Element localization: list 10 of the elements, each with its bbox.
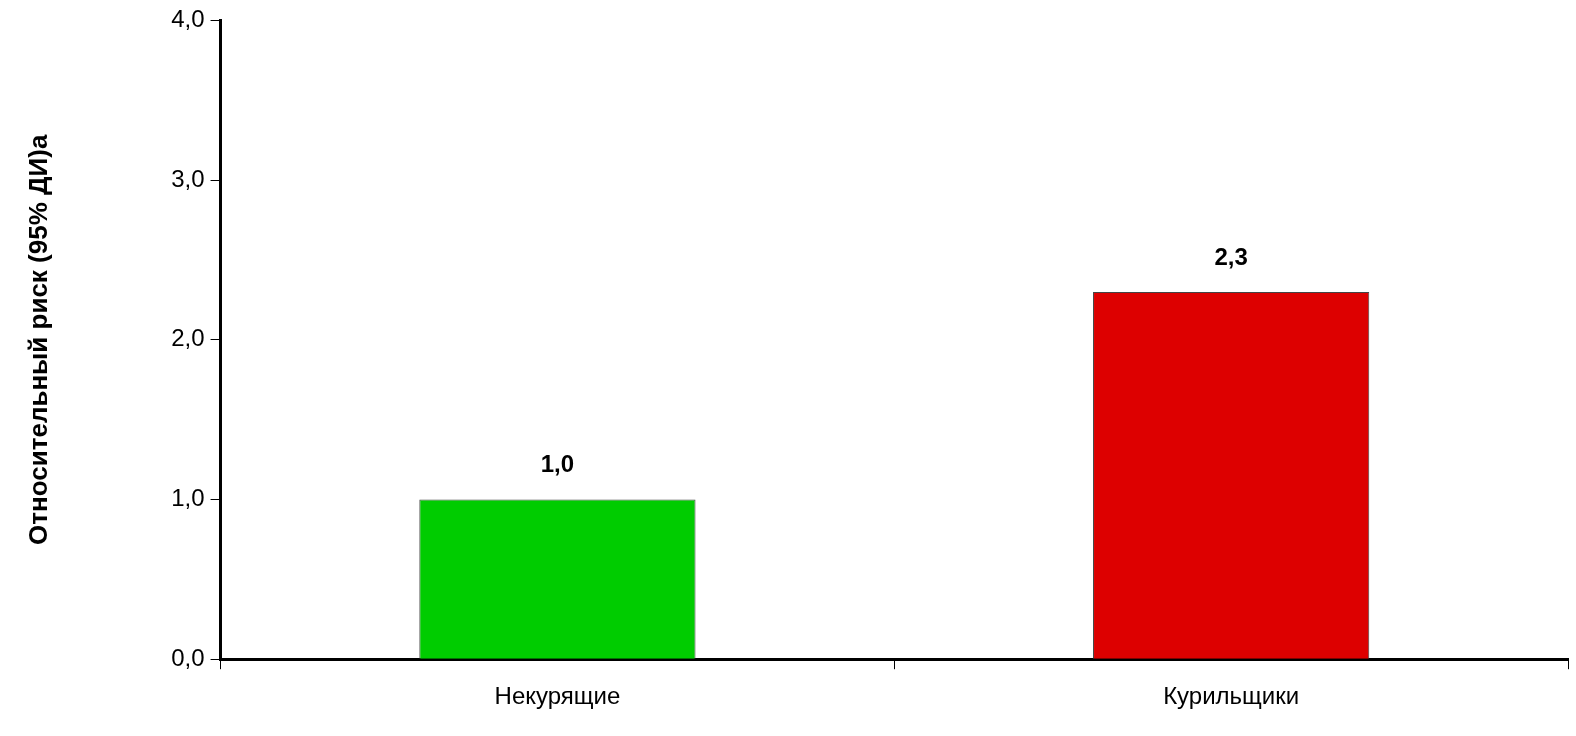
data-label: 2,3 (1214, 242, 1248, 270)
y-tick-label: 0,0 (171, 643, 205, 671)
y-tick-label: 4,0 (171, 5, 205, 33)
y-tick-label: 1,0 (171, 484, 205, 512)
y-tick-label: 3,0 (171, 164, 205, 192)
y-tick-label: 2,0 (171, 324, 205, 352)
data-label: 1,0 (540, 450, 575, 478)
y-axis-title: Относительный риск (95% ДИ)а (22, 134, 53, 545)
x-tick-label: Некурящие (494, 682, 621, 710)
x-tick-label: Курильщики (1163, 682, 1300, 710)
